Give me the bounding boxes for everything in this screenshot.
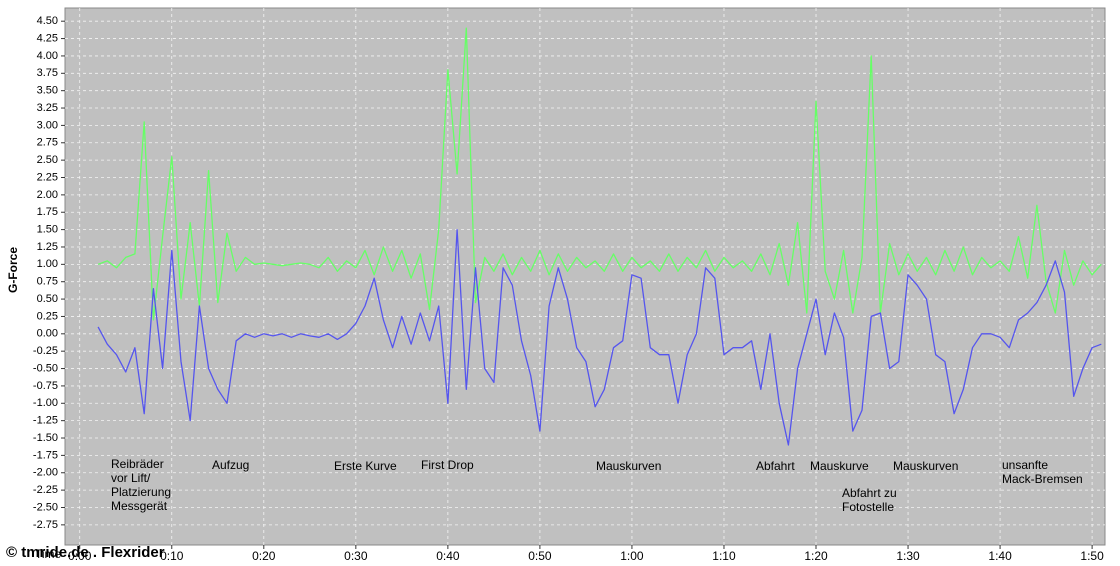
y-tick-label: 1.00	[37, 258, 58, 270]
data-line	[97, 27, 1102, 321]
watermark: © tmride.de . Flexrider	[6, 544, 165, 561]
annotation: Fotostelle	[842, 500, 894, 514]
y-tick-label: -2.50	[33, 501, 58, 513]
y-tick-label: 0.25	[37, 310, 58, 322]
annotation: Abfahrt zu	[842, 486, 897, 500]
y-tick-label: -0.75	[33, 380, 58, 392]
annotation: Mauskurven	[893, 459, 958, 473]
x-axis-label: Time	[35, 547, 62, 561]
y-tick-label: -1.75	[33, 449, 58, 461]
annotation: Mauskurven	[596, 459, 661, 473]
x-tick-label: 0:50	[528, 549, 552, 563]
data-line	[97, 228, 1102, 446]
lines	[97, 27, 1102, 446]
y-tick-label: 3.50	[37, 85, 58, 97]
y-tick-label: 4.25	[37, 32, 58, 44]
annotation: Mauskurve	[810, 459, 869, 473]
y-tick-label: -1.50	[33, 432, 58, 444]
annotation: unsanfte	[1002, 458, 1048, 472]
y-tick-label: 1.25	[37, 241, 58, 253]
y-tick-label: -0.25	[33, 345, 58, 357]
annotation: Reibräder	[111, 457, 164, 471]
annotation: Aufzug	[212, 458, 249, 472]
y-tick-label: 0.75	[37, 276, 58, 288]
y-tick-label: -1.25	[33, 415, 58, 427]
y-tick-label: 2.00	[37, 189, 58, 201]
y-tick-label: 0.00	[37, 328, 58, 340]
labels: 4.50 4.25 4.00 3.75 3.50 3.25 3.00 2.75 2.50 2.25…	[33, 15, 1104, 563]
y-tick-label: -2.75	[33, 519, 58, 531]
x-tick-label: 1:00	[620, 549, 644, 563]
y-tick-label: -2.00	[33, 467, 58, 479]
x-tick-label: 0:00	[68, 549, 92, 563]
y-tick-label: 3.00	[37, 119, 58, 131]
y-tick-label: -0.50	[33, 362, 58, 374]
y-tick-label: 1.50	[37, 224, 58, 236]
annotation: Mack-Bremsen	[1002, 472, 1083, 486]
annotation: Erste Kurve	[334, 459, 397, 473]
y-tick-label: 3.25	[37, 102, 58, 114]
y-tick-label: 2.50	[37, 154, 58, 166]
y-tick-label: 2.75	[37, 137, 58, 149]
x-tick-label: 0:20	[252, 549, 276, 563]
x-tick-label: 0:40	[436, 549, 460, 563]
x-tick-label: 1:10	[712, 549, 736, 563]
y-tick-label: 1.75	[37, 206, 58, 218]
x-tick-label: 0:30	[344, 549, 368, 563]
x-tick-label: 1:50	[1080, 549, 1104, 563]
y-axis-label: G-Force	[6, 247, 20, 293]
annotation: Abfahrt	[756, 459, 795, 473]
x-tick-label: 1:40	[988, 549, 1012, 563]
x-tick-label: 0:10	[160, 549, 184, 563]
y-tick-label: -2.25	[33, 484, 58, 496]
x-tick-label: 1:20	[804, 549, 828, 563]
annotation: Platzierung	[111, 485, 171, 499]
y-tick-label: 3.75	[37, 67, 58, 79]
annotation: vor Lift/	[111, 471, 151, 485]
annotation: First Drop	[421, 458, 474, 472]
y-tick-label: 0.50	[37, 293, 58, 305]
y-tick-label: 4.50	[37, 15, 58, 27]
y-tick-label: 4.00	[37, 50, 58, 62]
grid	[61, 8, 1105, 549]
y-tick-label: 2.25	[37, 171, 58, 183]
y-tick-label: -1.00	[33, 397, 58, 409]
annotation: Messgerät	[111, 499, 168, 513]
x-tick-label: 1:30	[896, 549, 920, 563]
